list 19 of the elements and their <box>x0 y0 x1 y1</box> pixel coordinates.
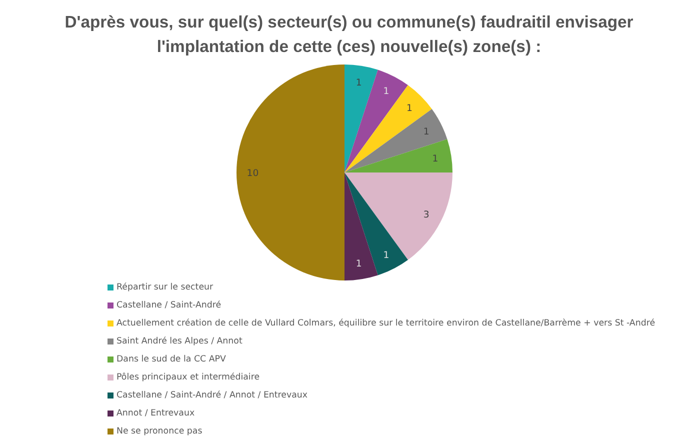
legend-label: Castellane / Saint-André <box>116 300 222 310</box>
legend-label: Actuellement création de celle de Vullard Colmars, équilibre sur le territoire environ de Castellane/Barrème + vers St -André <box>116 318 656 328</box>
data-label: 1 <box>432 154 438 165</box>
data-label: 1 <box>383 86 390 98</box>
data-label: 1 <box>406 103 412 114</box>
data-label: 1 <box>356 258 362 270</box>
legend-label: Dans le sud de la CC APV <box>116 354 226 364</box>
legend-label: Répartir sur le secteur <box>116 282 214 292</box>
legend-label: Castellane / Saint-André / Annot / Entrevaux <box>116 390 308 400</box>
data-label: 1 <box>423 126 430 138</box>
data-label: 3 <box>423 210 430 221</box>
legend-label: Pôles principaux et intermédiaire <box>116 372 260 382</box>
chart-title: D'après vous, sur quel(s) secteur(s) ou commune(s) faudraitil envisager l'implantation de cette (ces) nouvelle(s) zone(s) : <box>64 12 634 56</box>
data-label: 1 <box>356 77 362 88</box>
data-label: 1 <box>383 250 390 261</box>
legend-label: Annot / Entrevaux <box>116 408 195 418</box>
legend-label: Saint André les Alpes / Annot <box>116 336 243 346</box>
legend-label: Ne se prononce pas <box>116 426 203 436</box>
data-label: 10 <box>246 168 259 179</box>
